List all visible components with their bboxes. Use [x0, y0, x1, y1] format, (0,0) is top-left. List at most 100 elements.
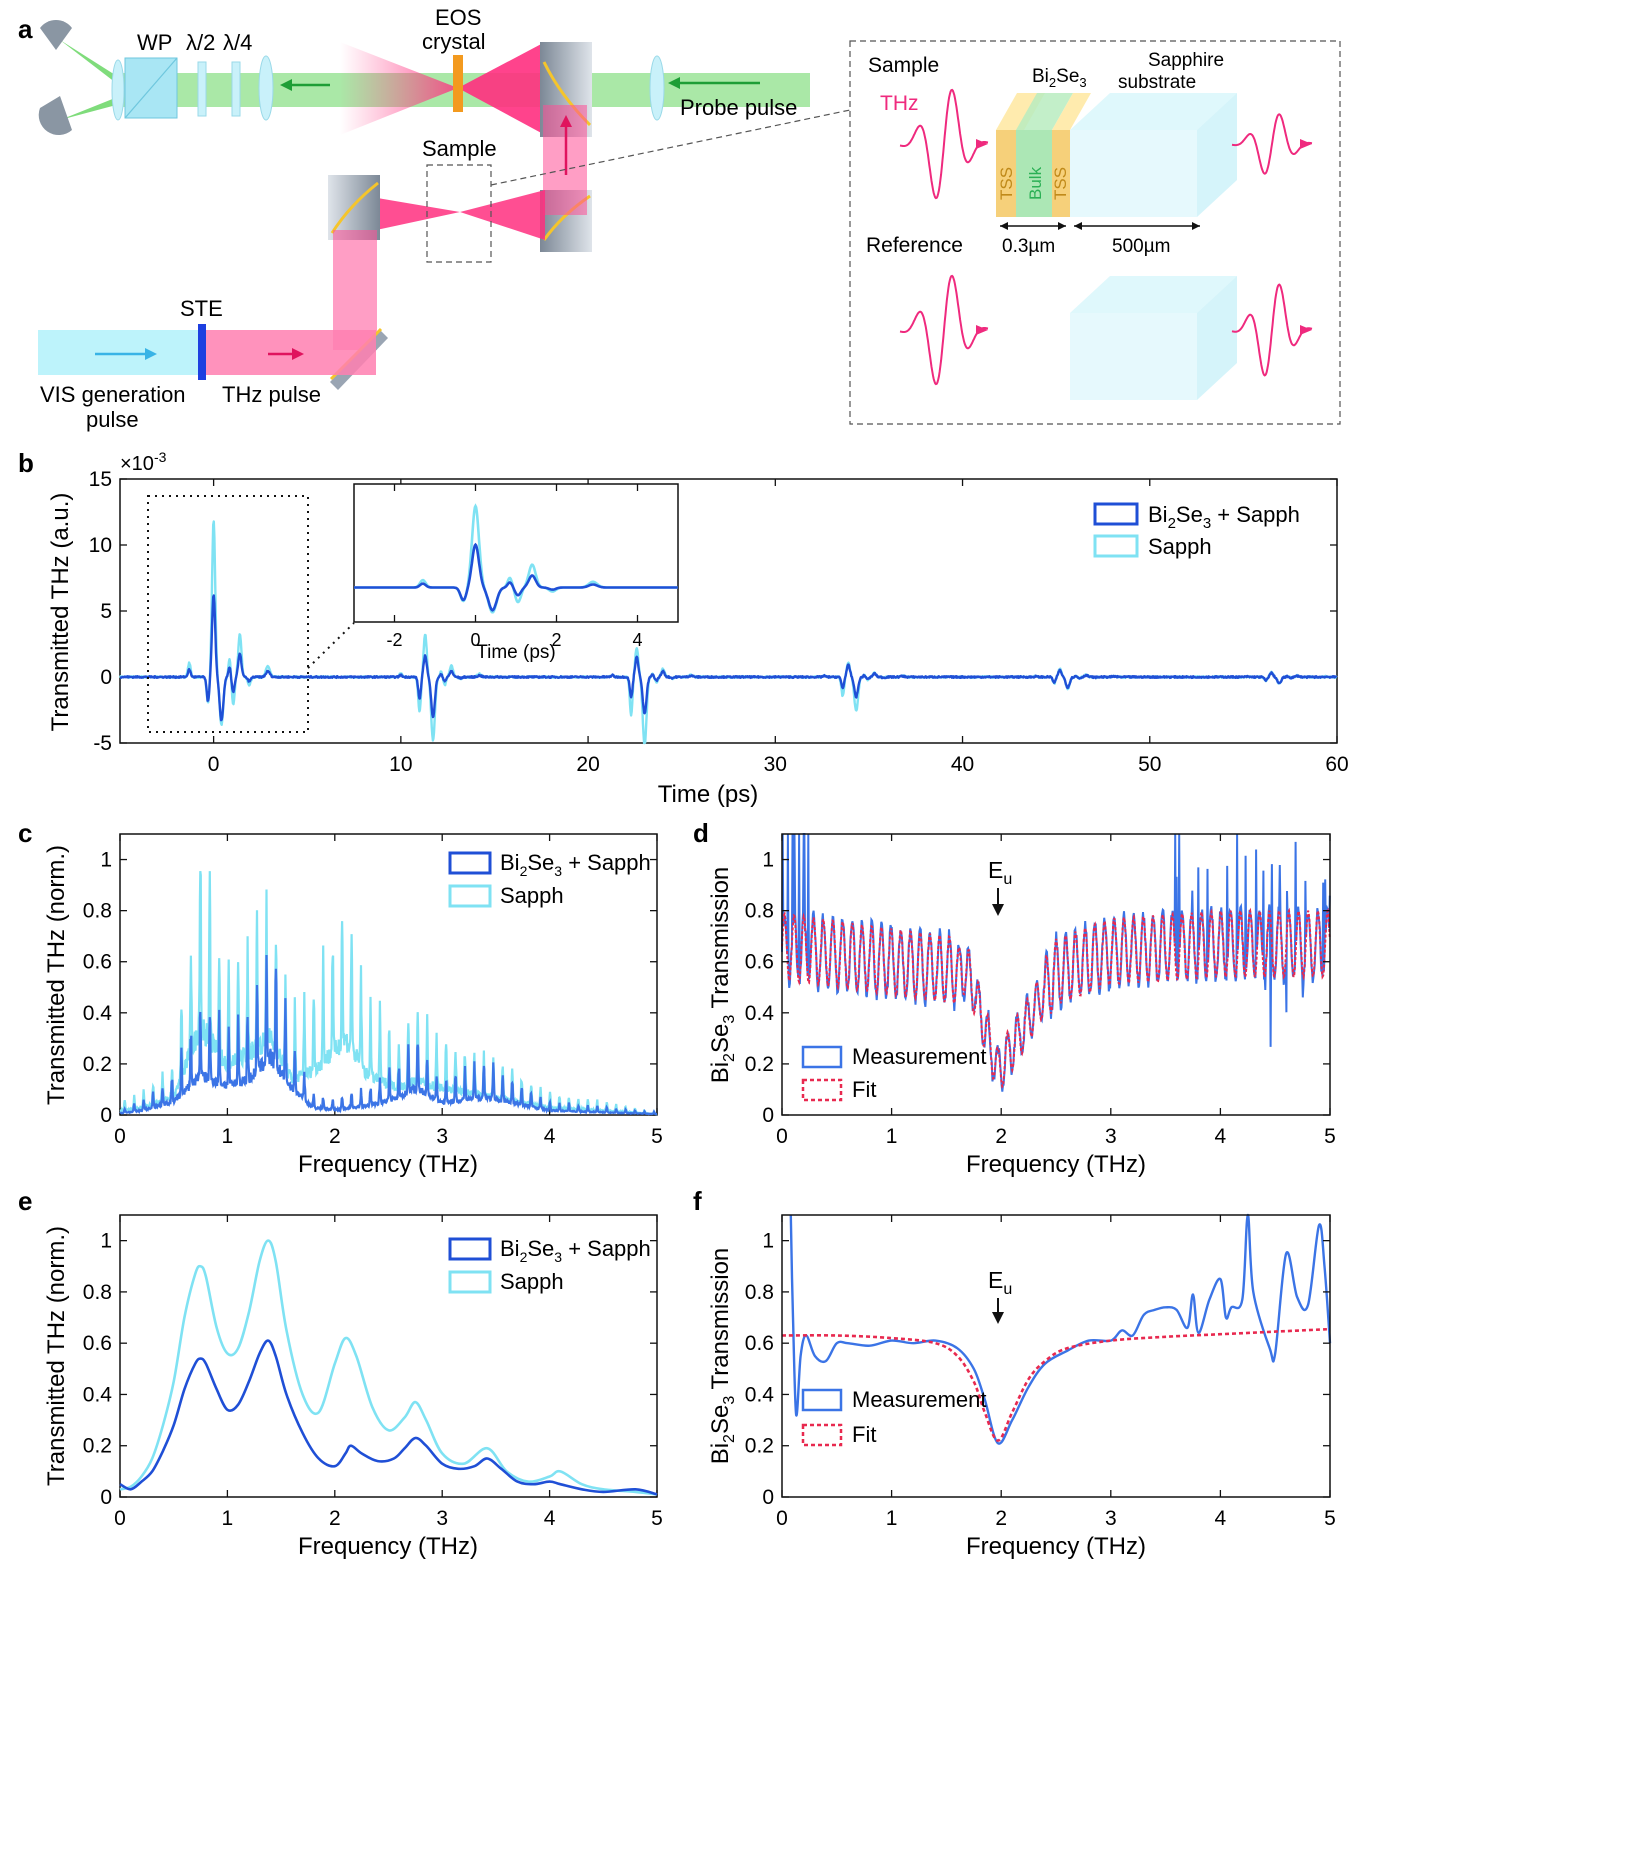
x-tick-label: 2 [995, 1507, 1007, 1530]
y-tick-label: 5 [100, 600, 112, 623]
panel-f-axes [781, 1214, 1331, 1498]
y-tick-label: 0.2 [83, 1435, 112, 1458]
panel-d-xlabel: Frequency (THz) [966, 1151, 1146, 1178]
y-tick-label: 0.4 [745, 1383, 775, 1406]
panel-e-ylabel: Transmitted THz (norm.) [43, 1226, 70, 1486]
x-tick-label: 0 [470, 630, 480, 650]
c-legend-swatch-bi [448, 851, 492, 875]
x-tick-label: 0 [776, 1507, 788, 1530]
panel-e-xlabel: Frequency (THz) [298, 1533, 478, 1560]
x-tick-label: -2 [386, 630, 402, 650]
exponent-label: ×10-3 [120, 449, 167, 475]
thz-converging-fan [458, 42, 545, 135]
y-tick-label: 0.6 [745, 1332, 774, 1355]
thz-waveform-out-reference [1231, 283, 1313, 377]
d-series-fit [781, 907, 1331, 1089]
y-tick-label: 0.2 [745, 1053, 774, 1076]
panel-d-label: d [693, 818, 709, 848]
y-tick-label: 0.8 [83, 1281, 112, 1304]
x-tick-label: 10 [389, 753, 412, 776]
x-tick-label: 4 [1215, 1125, 1227, 1148]
y-tick-label: 15 [89, 468, 112, 491]
x-tick-label: 1 [222, 1125, 234, 1148]
thz-sample-fan-out [460, 190, 545, 240]
e-series-bi2se3 [119, 1339, 658, 1496]
x-tick-label: 20 [576, 753, 599, 776]
quarter-waveplate [231, 61, 241, 117]
y-tick-label: 0.8 [745, 900, 774, 923]
x-tick-label: 40 [951, 753, 974, 776]
sample-label: Sample [422, 136, 497, 161]
panel-b-xlabel: Time (ps) [658, 781, 758, 808]
eos-label-line2: crystal [422, 29, 486, 54]
inset-thz-label: THz [880, 92, 919, 115]
reference-cube-side [1197, 276, 1237, 400]
inset-sapphire-line1: Sapphire [1148, 50, 1224, 71]
y-tick-label: 0.6 [83, 951, 112, 974]
vis-generation-beam [38, 330, 203, 375]
half-wave-label: λ/2 [186, 30, 215, 55]
panel-f-eu-label: Eu [988, 1267, 1012, 1298]
panel-f-ticks: 0 1 2 3 4 5 0 0.2 0.4 0.6 0.8 1 [745, 1215, 1336, 1530]
probe-split-beam-top [60, 40, 120, 86]
panel-d-eu-arrowhead [992, 904, 1004, 916]
sample-box [426, 164, 492, 263]
bulk-label: Bulk [1026, 166, 1045, 200]
legend-label-sapph: Sapph [1148, 534, 1212, 559]
x-tick-label: 50 [1138, 753, 1161, 776]
panel-b-inset-xlabel: Time (ps) [476, 642, 556, 663]
panel-b-inset-ticks: -2 0 2 4 [386, 484, 643, 650]
wollaston-prism-diagonal [124, 57, 178, 119]
y-tick-label: 0.2 [745, 1435, 774, 1458]
panel-c-ticks: 0 1 2 3 4 5 0 0.2 0.4 0.6 0.8 1 [83, 834, 663, 1148]
inset-frame [849, 40, 1341, 425]
ste-emitter [198, 324, 206, 380]
y-tick-label: 0 [100, 1486, 112, 1509]
x-tick-label: 5 [651, 1125, 663, 1148]
y-tick-label: 1 [762, 1230, 774, 1253]
c-legend-label-bi: Bi2Se3 + Sapph [500, 850, 651, 879]
panel-d-ticks: 0 1 2 3 4 5 0 0.2 0.4 0.6 0.8 1 [745, 834, 1336, 1148]
film-dim-arrow-left [1000, 222, 1008, 230]
probe-arrowhead-2 [280, 79, 292, 91]
film-dim-arrow-right [1058, 222, 1066, 230]
panel-a-label: a [18, 14, 33, 44]
photodiode-bottom-icon [38, 96, 72, 136]
e-legend-label-sapph: Sapph [500, 1269, 564, 1294]
y-tick-label: 0.8 [83, 900, 112, 923]
ste-label: STE [180, 296, 223, 321]
y-tick-label: 0.8 [745, 1281, 774, 1304]
vis-label-line2: pulse [86, 407, 139, 432]
panel-d-eu-label: Eu [988, 857, 1012, 888]
panel-b-curves [118, 520, 1338, 745]
x-tick-label: 1 [886, 1507, 898, 1530]
lens-probe-out [258, 55, 274, 121]
c-legend-swatch-sapph [448, 884, 492, 908]
y-tick-label: 0.4 [745, 1002, 775, 1025]
probe-split-beam-bottom [60, 96, 120, 120]
y-tick-label: 0 [100, 1104, 112, 1127]
y-tick-label: 0.6 [745, 951, 774, 974]
e-legend-swatch-bi [448, 1237, 492, 1261]
panel-f-curves [781, 1213, 1332, 1445]
panel-f-ylabel: Bi2Se3 Transmission [707, 1248, 738, 1465]
y-tick-label: 0.4 [83, 1383, 113, 1406]
y-tick-label: 0.6 [83, 1332, 112, 1355]
f-legend-swatch-fit [801, 1423, 843, 1447]
thz-pulse-beam [206, 330, 376, 375]
inset-bi2se3-label: Bi2Se3 [1032, 66, 1087, 90]
panel-d-ylabel: Bi2Se3 Transmission [707, 867, 738, 1084]
d-legend-swatch-measurement [801, 1045, 843, 1069]
f-legend-swatch-measurement [801, 1388, 843, 1412]
panel-c-axes [119, 833, 658, 1116]
f-series-fit [781, 1327, 1331, 1442]
thz-waveform-out-sample [1231, 113, 1313, 175]
x-tick-label: 1 [222, 1507, 234, 1530]
panel-b-ylabel: Transmitted THz (a.u.) [47, 493, 74, 732]
panel-c-ylabel: Transmitted THz (norm.) [43, 845, 70, 1105]
thz-waveform-in-reference [899, 274, 989, 386]
probe-arrowhead [668, 77, 680, 89]
e-series-sapph [119, 1239, 658, 1496]
sapphire-cube-front [1070, 130, 1197, 217]
